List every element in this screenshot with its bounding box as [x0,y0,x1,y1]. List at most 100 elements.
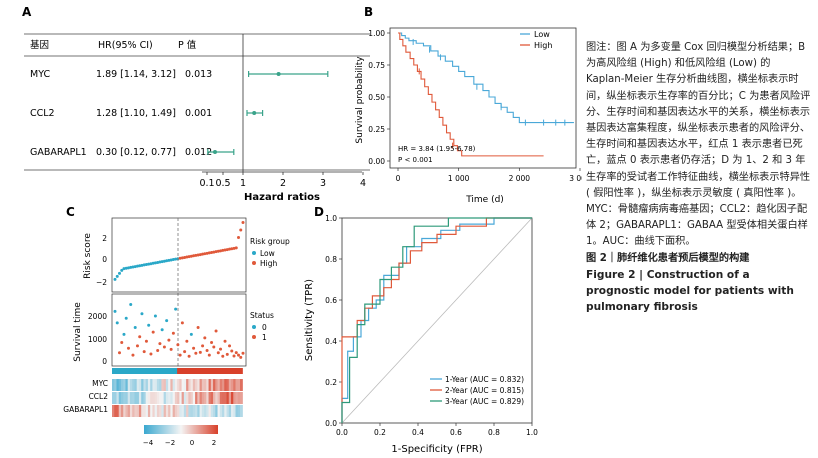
risk-score-point [185,255,189,259]
row-hr-myc: 1.89 [1.14, 3.12] [96,69,176,80]
heatmap-cell [152,392,156,404]
survival-time-point [183,350,187,354]
km-y-tick-label: 0.75 [368,61,385,70]
heatmap-cell [179,392,183,404]
forest-x-tick-label: 0.5 [215,178,230,189]
heatmap-cell [132,405,136,417]
risk-score-point [135,264,139,268]
heatmap-cell [134,392,138,404]
heatmap-cell [163,379,167,391]
heatmap-cell [159,405,163,417]
heatmap-cell [168,379,171,391]
risk-score-point [183,255,187,259]
heatmap-cell [186,392,189,404]
survival-time-point [189,332,193,336]
survival-time-point [234,351,238,355]
km-x-tick-label: 1 000 [448,174,470,183]
heatmap-cell [201,379,205,391]
heatmap-cell [161,379,165,391]
heatmap-cell [213,379,216,391]
risk-score-point [162,259,166,263]
risk-group-band-cell [197,368,201,374]
risk-legend-high-dot [252,261,256,265]
heatmap-cell [177,392,180,404]
heatmap-cell [233,392,237,404]
heatmap-cell [118,392,122,404]
heatmap-cell [116,379,120,391]
risk-group-band-cell [161,368,165,374]
risk-group-band-cell [114,368,118,374]
caption-en-title: Figure 2 | Construction of a prognostic … [586,268,794,313]
heatmap-cell [219,379,223,391]
survival-time-point [232,354,236,358]
heatmap-gene-myc: MYC [92,379,108,388]
survival-time-point [176,343,180,347]
risk-group-band-cell [210,368,214,374]
heatmap-cell [127,405,131,417]
survival-time-point [196,326,200,329]
risk-score-point [153,261,157,265]
risk-group-band-cell [156,368,160,374]
roc-y-tick-label: 0.6 [325,296,337,305]
risk-score-point [156,260,160,264]
heatmap-cell [112,405,115,417]
heatmap-cell [174,392,178,404]
survival-time-point [192,346,196,350]
heatmap-cell [195,392,198,404]
km-y-label: Survival probability [355,56,365,144]
heatmap-cell [143,405,147,417]
risk-legend-title: Risk group [250,237,290,246]
heatmap-cell [132,392,136,404]
risk-group-band-cell [201,368,205,374]
heatmap-cell [172,379,176,391]
risk-score-point [140,263,144,267]
roc-x-tick-label: 0.0 [336,428,348,437]
heatmap-cell [154,379,158,391]
km-y-tick-label: 1.00 [368,29,385,38]
survival-time-point [115,321,119,325]
heatmap-cell [116,405,120,417]
heatmap-cell [192,392,196,404]
forest-x-tick-label: 4 [360,178,366,189]
risk-score-point [169,258,173,262]
risk-score-point [115,274,119,278]
survival-time-point [221,354,225,358]
risk-group-band-cell [183,368,187,374]
heatmap-gene-gabarapl1: GABARAPL1 [63,405,108,414]
survival-time-point [225,352,229,356]
row-p-myc: 0.013 [185,69,212,80]
survival-time-point [133,326,137,329]
heatmap-cell [201,405,205,417]
roc-plot-frame [341,217,533,424]
risk-score-point [158,260,162,264]
heatmap-cell [231,405,234,417]
panel-a-forest-plot: A 基因 HR(95% CI) P 值 MYC 1.89 [1.14, 3.12… [22,5,370,203]
heatmap-cell [224,405,228,417]
risk-ytick-neg2: −2 [96,278,107,287]
colorbar-tick-2: 2 [212,439,216,447]
heatmap-cell [163,405,167,417]
heatmap-cell [156,392,160,404]
colorbar-tick-0: 0 [190,439,194,447]
risk-score-point [117,271,121,275]
roc-y-tick-label: 0.8 [325,255,337,264]
survival-time-point [140,312,144,316]
heatmap-cell [161,392,165,404]
heatmap-cell [190,392,194,404]
survival-time-point [187,354,191,358]
panel-b-kaplan-meier: B Survival probability 0.00 0.25 0.50 0.75 1… [355,5,582,205]
heatmap-cell [213,405,216,417]
caption-cn-title: 图 2｜肺纤维化患者预后模型的构建 [586,252,750,264]
survival-time-point [117,351,121,355]
survival-time-point [126,346,130,350]
roc-x-tick-label: 0.4 [412,428,424,437]
risk-group-band-cell [138,368,142,374]
risk-group-band-cell [123,368,127,374]
risk-score-point [234,246,238,250]
risk-group-band-cell [199,368,203,374]
panel-b-letter: B [364,5,373,19]
heatmap-cell [190,379,194,391]
heatmap-cell [219,405,223,417]
heatmap-cell [145,379,149,391]
heatmap-cell [215,379,219,391]
